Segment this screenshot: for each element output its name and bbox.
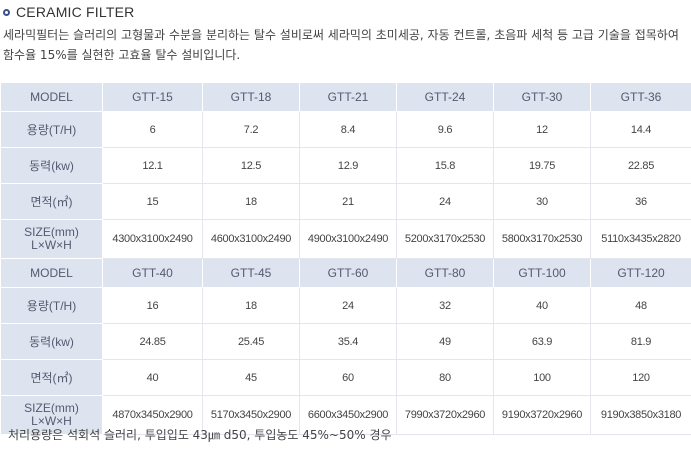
row-label: 용량(T/H) [0,111,103,148]
table-cell: 21 [299,183,397,220]
table-cell: 12.1 [102,147,203,184]
description-text: 세라믹필터는 슬러리의 고형물과 수분을 분리하는 탈수 설비로써 세라믹의 초… [3,28,679,62]
row-label-line: L×W×H [31,414,72,428]
model-name: GTT-21 [299,82,397,112]
table-cell: 45 [202,359,300,396]
section-header: CERAMIC FILTER [3,2,134,22]
table-cell: 9190x3850x3180 [590,395,691,435]
row-label: SIZE(mm) L×W×H [0,219,103,259]
model-name: GTT-36 [590,82,691,112]
table-cell: 15.8 [396,147,494,184]
table-cell: 80 [396,359,494,396]
table-cell: 36 [590,183,691,220]
row-label-line: SIZE(mm) [24,225,79,239]
table-cell: 4300x3100x2490 [102,219,203,259]
table-cell: 30 [493,183,591,220]
table-cell: 5200x3170x2530 [396,219,494,259]
table-cell: 35.4 [299,323,397,360]
table-row: 면적(㎡) 40 45 60 80 100 120 [0,359,691,396]
model-name: GTT-45 [202,258,300,288]
table-cell: 6 [102,111,203,148]
model-name: GTT-30 [493,82,591,112]
footnote: 처리용량은 석회석 슬러리, 투입입도 43㎛ d50, 투입농도 45%~50… [8,428,392,442]
model-name: GTT-60 [299,258,397,288]
table-cell: 25.45 [202,323,300,360]
model-name: GTT-24 [396,82,494,112]
model-name: GTT-40 [102,258,203,288]
circle-bullet-icon [3,8,10,16]
table-cell: 12.9 [299,147,397,184]
table-cell: 9190x3720x2960 [493,395,591,435]
table-cell: 18 [202,183,300,220]
section-title: CERAMIC FILTER [16,4,135,20]
model-header-row: MODEL GTT-40 GTT-45 GTT-60 GTT-80 GTT-100 GTT-… [0,258,691,288]
row-label: 면적(㎡) [0,359,103,396]
table-cell: 16 [102,287,203,324]
table-cell: 60 [299,359,397,396]
table-cell: 18 [202,287,300,324]
table-cell: 32 [396,287,494,324]
table-row: 동력(kw) 24.85 25.45 35.4 49 63.9 81.9 [0,323,691,360]
table-cell: 7.2 [202,111,300,148]
table-cell: 7990x3720x2960 [396,395,494,435]
table-cell: 12.5 [202,147,300,184]
table-cell: 4600x3100x2490 [202,219,300,259]
table-row: SIZE(mm) L×W×H 4300x3100x2490 4600x3100x249… [0,219,691,259]
table-cell: 22.85 [590,147,691,184]
table-row: 동력(kw) 12.1 12.5 12.9 15.8 19.75 22.85 [0,147,691,184]
table-cell: 5170x3450x2900 [202,395,300,435]
table-cell: 6600x3450x2900 [299,395,397,435]
row-label-line: SIZE(mm) [24,401,79,415]
table-cell: 100 [493,359,591,396]
model-name: GTT-100 [493,258,591,288]
table-row: 용량(T/H) 6 7.2 8.4 9.6 12 14.4 [0,111,691,148]
table-cell: 40 [102,359,203,396]
model-header-row: MODEL GTT-15 GTT-18 GTT-21 GTT-24 GTT-30 GTT-3… [0,82,691,112]
row-label-line: L×W×H [31,238,72,252]
table-cell: 5110x3435x2820 [590,219,691,259]
table-cell: 40 [493,287,591,324]
table-row: SIZE(mm) L×W×H 4870x3450x2900 5170x3450x290… [0,395,691,435]
table-cell: 120 [590,359,691,396]
table-cell: 48 [590,287,691,324]
row-label: 동력(kw) [0,323,103,360]
table-cell: 15 [102,183,203,220]
table-cell: 4870x3450x2900 [102,395,203,435]
table-cell: 9.6 [396,111,494,148]
model-name: GTT-80 [396,258,494,288]
model-label: MODEL [0,82,103,112]
model-label: MODEL [0,258,103,288]
table-cell: 14.4 [590,111,691,148]
row-label: 면적(㎡) [0,183,103,220]
model-name: GTT-120 [590,258,691,288]
row-label: 용량(T/H) [0,287,103,324]
table-cell: 5800x3170x2530 [493,219,591,259]
model-name: GTT-15 [102,82,203,112]
table-row: 면적(㎡) 15 18 21 24 30 36 [0,183,691,220]
table-row: 용량(T/H) 16 18 24 32 40 48 [0,287,691,324]
table-cell: 49 [396,323,494,360]
table-cell: 24.85 [102,323,203,360]
table-cell: 4900x3100x2490 [299,219,397,259]
table-cell: 8.4 [299,111,397,148]
spec-table: MODEL GTT-15 GTT-18 GTT-21 GTT-24 GTT-30 GTT-3… [0,82,691,435]
table-cell: 19.75 [493,147,591,184]
table-cell: 24 [396,183,494,220]
table-cell: 63.9 [493,323,591,360]
table-cell: 24 [299,287,397,324]
row-label: 동력(kw) [0,147,103,184]
table-cell: 12 [493,111,591,148]
table-cell: 81.9 [590,323,691,360]
model-name: GTT-18 [202,82,300,112]
